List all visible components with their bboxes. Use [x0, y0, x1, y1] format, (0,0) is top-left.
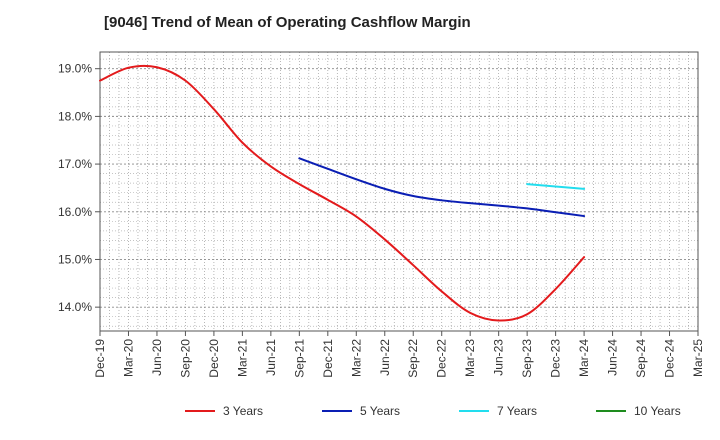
x-tick-label: Sep-20	[178, 339, 192, 378]
x-tick-label: Dec-21	[321, 339, 335, 378]
axes: 14.0% 15.0% 16.0% 17.0% 18.0% 19.0% Dec-19 Mar-…	[58, 51, 705, 378]
x-tick-label: Dec-19	[93, 339, 107, 378]
legend-label-7-years: 7 Years	[497, 404, 537, 418]
x-tick-label: Sep-23	[520, 339, 534, 378]
plot-frame	[99, 51, 699, 332]
x-tick-label: Mar-21	[235, 339, 249, 377]
y-tick-label: 18.0%	[58, 109, 92, 123]
legend-label-10-years: 10 Years	[634, 404, 681, 418]
x-tick-label: Jun-21	[264, 339, 278, 376]
x-tick-label: Jun-24	[606, 339, 620, 376]
y-tick-label: 16.0%	[58, 205, 92, 219]
y-tick-label: 15.0%	[58, 252, 92, 266]
chart-title: [9046] Trend of Mean of Operating Cashfl…	[104, 14, 471, 31]
x-tick-label: Sep-21	[292, 339, 306, 378]
x-tick-label: Mar-24	[577, 339, 591, 377]
series-lines	[99, 64, 586, 322]
legend: 3 Years 5 Years 7 Years 10 Years	[185, 404, 681, 418]
x-tick-label: Mar-23	[463, 339, 477, 377]
series-line-3-years	[99, 64, 586, 322]
x-tick-label: Dec-20	[207, 339, 221, 378]
x-tick-label: Mar-25	[691, 339, 705, 377]
legend-label-5-years: 5 Years	[360, 404, 400, 418]
x-tick-label: Sep-24	[634, 339, 648, 378]
legend-label-3-years: 3 Years	[223, 404, 263, 418]
x-tick-label: Jun-22	[378, 339, 392, 376]
x-tick-label: Mar-22	[349, 339, 363, 377]
x-tick-label: Dec-22	[435, 339, 449, 378]
plot-area	[100, 52, 698, 331]
series-line-5-years	[298, 157, 586, 218]
x-tick-label: Jun-23	[492, 339, 506, 376]
x-tick-label: Sep-22	[406, 339, 420, 378]
x-tick-label: Jun-20	[150, 339, 164, 376]
grid-lines	[100, 52, 698, 331]
x-tick-label: Dec-23	[549, 339, 563, 378]
x-tick-label: Mar-20	[121, 339, 135, 377]
y-tick-label: 17.0%	[58, 157, 92, 171]
x-tick-label: Dec-24	[663, 339, 677, 378]
series-line-7-years	[526, 183, 586, 190]
y-tick-label: 14.0%	[58, 300, 92, 314]
y-tick-label: 19.0%	[58, 62, 92, 76]
